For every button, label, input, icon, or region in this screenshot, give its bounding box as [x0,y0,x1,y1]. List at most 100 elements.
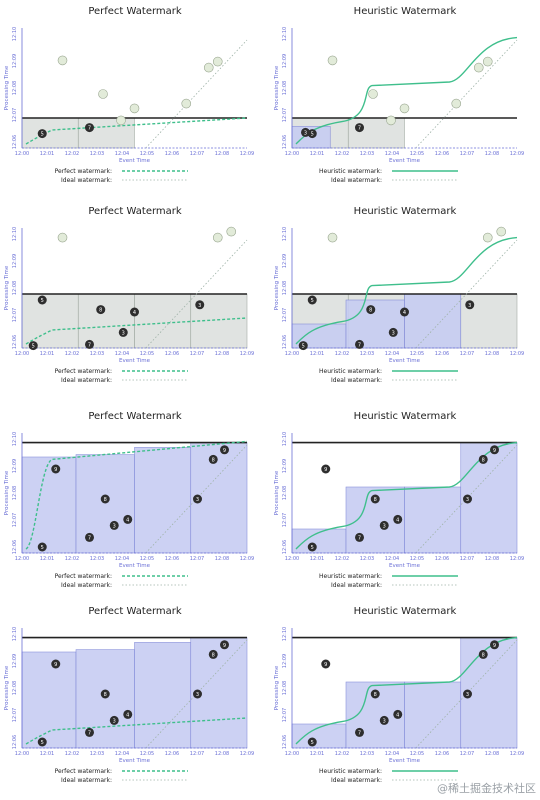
x-tick-label: 12:04 [385,556,399,562]
datum-dot [37,542,47,552]
window-pane [134,447,192,554]
datum-dot [379,715,389,725]
y-axis-label: Processing Time [274,470,280,515]
y-tick-label: 12:08 [282,486,288,500]
window-pane [21,456,77,554]
window-pane [404,486,462,554]
datum-dot [37,129,47,139]
y-axis-label: Processing Time [274,65,280,110]
x-tick-label: 12:00 [285,351,299,357]
y-tick-label: 12:07 [282,108,288,122]
x-tick-label: 12:03 [90,351,104,357]
datum-dot [355,339,364,349]
datum-dot [195,300,205,310]
datum-value: 9 [223,643,226,649]
x-tick-label: 12:00 [285,751,299,757]
perfect-watermark-curve [25,440,248,550]
datum-value: 7 [358,535,361,541]
y-axis-label: Processing Time [4,470,10,515]
y-tick-label: 12:08 [12,681,18,695]
late-datum-dot [473,62,484,73]
datum-dot [355,123,364,133]
datum-value: 9 [223,448,226,454]
x-tick-label: 12:06 [165,351,179,357]
legend-watermark-label: Perfect watermark: [55,368,112,375]
x-tick-label: 12:07 [190,151,204,157]
datum-value: 9 [324,662,327,668]
x-tick-label: 12:09 [240,751,254,757]
datum-dot [85,727,94,737]
x-tick-label: 12:09 [510,556,524,562]
y-tick-label: 12:10 [12,227,18,241]
legend-watermark-label: Perfect watermark: [55,168,112,175]
legend-watermark-label: Perfect watermark: [55,768,112,775]
datum-dot [388,327,398,337]
y-tick-label: 12:10 [12,432,18,446]
x-tick-label: 12:04 [385,751,399,757]
x-tick-label: 12:01 [310,751,324,757]
datum-dot [478,649,488,659]
y-axis-label: Processing Time [4,265,10,310]
datum-dot [85,339,94,349]
datum-value: 5 [32,344,35,350]
y-tick-label: 12:06 [12,540,18,554]
datum-dot [463,494,472,504]
datum-value: 9 [324,467,327,473]
datum-value: 7 [88,342,91,348]
datum-value: 3 [383,523,386,529]
y-tick-label: 12:07 [282,308,288,322]
late-datum-dot [212,56,223,67]
datum-dot [307,295,317,305]
window-pane [404,681,462,749]
x-axis-label: Event Time [119,158,151,164]
panel-title: Heuristic Watermark [354,606,457,617]
window-pane [75,454,135,554]
datum-value: 7 [88,730,91,736]
x-tick-label: 12:07 [460,151,474,157]
datum-value: 4 [396,517,399,523]
datum-dot [85,532,94,542]
window-pane [21,293,79,349]
x-tick-label: 12:07 [190,751,204,757]
datum-value: 3 [113,523,116,529]
y-tick-label: 12:10 [282,227,288,241]
late-datum-dot [129,103,140,114]
datum-dot [307,129,317,139]
datum-value: 9 [54,467,57,473]
datum-dot [37,737,47,747]
datum-value: 3 [304,130,307,136]
datum-dot [100,494,110,504]
legend-ideal-label: Ideal watermark: [331,582,382,589]
datum-dot [51,464,61,474]
legend-watermark-label: Heuristic watermark: [319,573,382,580]
legend-ideal-label: Ideal watermark: [61,377,112,384]
datum-dot [307,542,317,552]
late-datum-dot [482,56,493,67]
datum-dot [208,454,218,464]
x-tick-label: 12:09 [510,751,524,757]
y-tick-label: 12:06 [12,135,18,149]
panel-title: Perfect Watermark [88,206,182,217]
x-axis-label: Event Time [389,563,421,569]
x-tick-label: 12:00 [15,351,29,357]
datum-value: 4 [396,712,399,718]
window-pane [347,117,405,149]
y-tick-label: 12:09 [12,54,18,68]
datum-value: 8 [212,652,215,658]
y-tick-label: 12:08 [282,281,288,295]
legend-watermark-label: Heuristic watermark: [319,168,382,175]
x-tick-label: 12:01 [40,151,54,157]
y-tick-label: 12:10 [282,627,288,641]
datum-value: 8 [374,497,377,503]
late-datum-dot [482,232,493,243]
site-watermark: @稀土掘金技术社区 [437,782,536,795]
late-datum-dot [203,62,214,73]
y-tick-label: 12:06 [12,735,18,749]
heuristic-watermark-curve [295,236,518,345]
y-tick-label: 12:09 [12,654,18,668]
x-tick-label: 12:07 [460,751,474,757]
legend-ideal-label: Ideal watermark: [61,777,112,784]
datum-value: 7 [88,126,91,132]
datum-value: 5 [41,740,44,746]
